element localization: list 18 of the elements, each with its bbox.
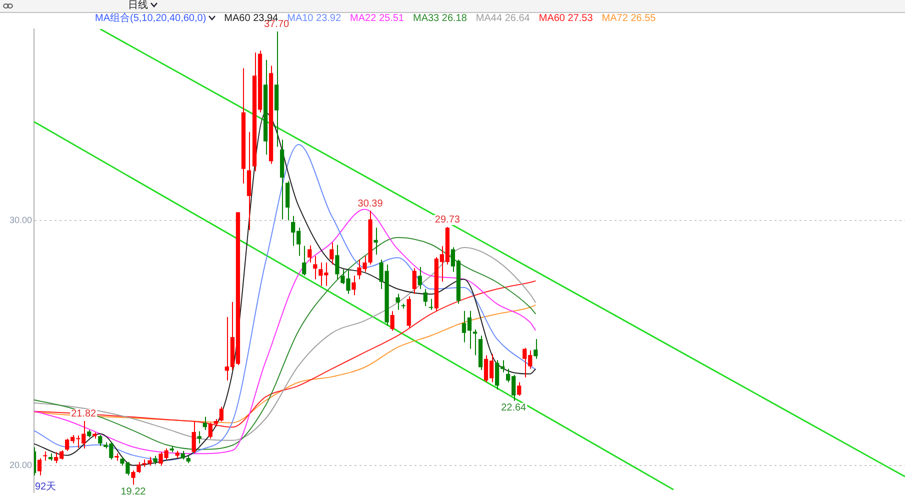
annotation: 29.73 [434,214,460,226]
annotation: 30.39 [358,198,384,210]
legend-title: MA组合(5,10,20,40,60,0) [95,13,206,24]
annotation: 37.70 [264,19,290,30]
text: MA44 26.64 [476,13,530,24]
annotation: 92天 [35,481,56,492]
annotation: 21.82 [71,408,97,420]
text: MA33 26.18 [412,13,467,24]
text: MA72 26.55 [602,13,656,24]
y-tick-label: 20.00 [9,460,32,470]
line-series [34,280,536,428]
line-series [34,304,536,424]
annotation: 22.64 [501,402,527,414]
y-tick-label: 30.00 [9,214,32,225]
annotation: 19.22 [120,486,146,498]
text: MA22 25.51 [350,13,404,24]
chart-subtitle: 日线 [128,0,148,11]
text: MA60 27.53 [538,13,593,24]
